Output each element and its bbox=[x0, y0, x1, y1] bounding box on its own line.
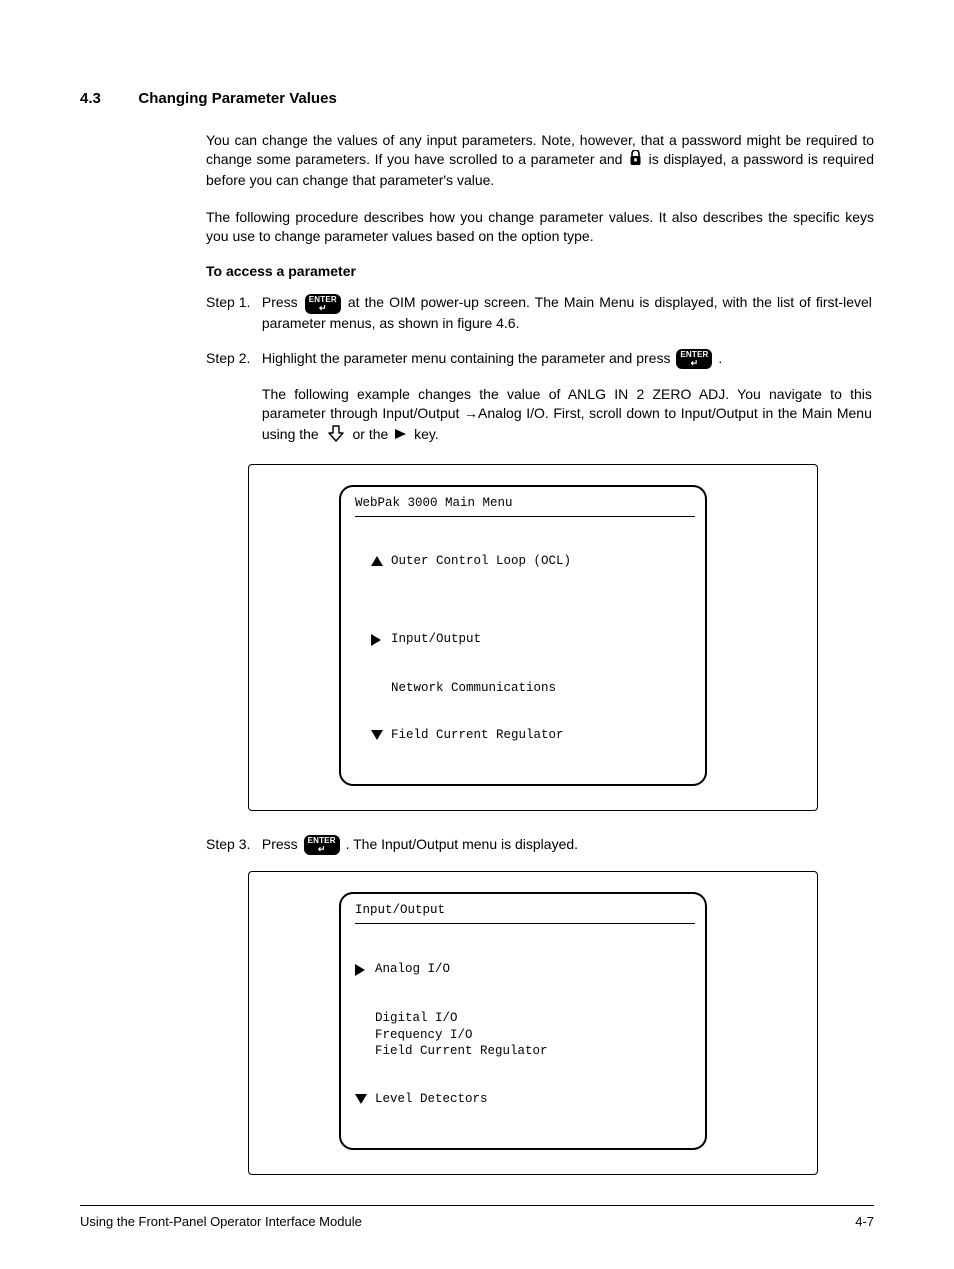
footer-left: Using the Front-Panel Operator Interface… bbox=[80, 1214, 362, 1229]
step1-text-b: at the OIM power-up screen. The Main Men… bbox=[262, 294, 872, 330]
screen1-line-1: Input/Output bbox=[371, 600, 695, 680]
screen2-line-4: Level Detectors bbox=[355, 1060, 695, 1138]
screen2-title: Input/Output bbox=[355, 902, 695, 924]
step1-label: Step 1. bbox=[206, 293, 258, 312]
section-number: 4.3 bbox=[80, 90, 101, 107]
down-triangle-icon bbox=[355, 1060, 375, 1138]
right-triangle-icon bbox=[371, 600, 391, 680]
enter-key-icon: ENTER ↵ bbox=[676, 349, 712, 369]
screen1-line-0: Outer Control Loop (OCL) bbox=[371, 523, 695, 601]
step-1: Step 1. Press ENTER ↵ at the OIM power-u… bbox=[206, 293, 874, 332]
para3-text-b: or the bbox=[353, 426, 393, 442]
screen2-line-2: Frequency I/O bbox=[355, 1027, 695, 1044]
screen2-line-1: Digital I/O bbox=[355, 1010, 695, 1027]
screen1-line-2: Network Communications bbox=[371, 680, 695, 697]
step3-text-b: . The Input/Output menu is displayed. bbox=[346, 836, 578, 852]
step1-text-a: Press bbox=[262, 294, 303, 310]
paragraph-3: The following example changes the value … bbox=[206, 385, 874, 448]
down-triangle-icon bbox=[371, 696, 391, 774]
screen-io-menu: Input/Output Analog I/O Digital I/O Freq… bbox=[339, 892, 707, 1150]
right-arrow-icon bbox=[394, 426, 408, 445]
screen1-title: WebPak 3000 Main Menu bbox=[355, 495, 695, 517]
enter-key-icon: ENTER ↵ bbox=[304, 835, 340, 855]
section-title: Changing Parameter Values bbox=[138, 90, 336, 107]
subheader-access-param: To access a parameter bbox=[206, 263, 874, 279]
screen1-line-3: Field Current Regulator bbox=[371, 696, 695, 774]
lock-icon bbox=[629, 150, 642, 171]
step2-label: Step 2. bbox=[206, 349, 258, 368]
step3-text-a: Press bbox=[262, 836, 302, 852]
screen2-line-0: Analog I/O bbox=[355, 930, 695, 1010]
step2-text-b: . bbox=[718, 350, 722, 366]
paragraph-2: The following procedure describes how yo… bbox=[206, 208, 874, 246]
para3-text-c: key. bbox=[414, 426, 439, 442]
step-2: Step 2. Highlight the parameter menu con… bbox=[206, 349, 874, 369]
step-3: Step 3. Press ENTER ↵ . The Input/Output… bbox=[206, 835, 874, 855]
down-arrow-key-icon bbox=[325, 423, 347, 448]
screen2-line-3: Field Current Regulator bbox=[355, 1043, 695, 1060]
up-triangle-icon bbox=[371, 523, 391, 601]
step2-text-a: Highlight the parameter menu containing … bbox=[262, 350, 674, 366]
right-triangle-icon bbox=[355, 930, 375, 1010]
step3-label: Step 3. bbox=[206, 835, 258, 854]
footer-rule bbox=[80, 1205, 874, 1206]
section-heading: 4.3 Changing Parameter Values bbox=[80, 90, 874, 107]
page-footer: Using the Front-Panel Operator Interface… bbox=[80, 1214, 874, 1229]
paragraph-1: You can change the values of any input p… bbox=[206, 131, 874, 190]
screen-main-menu: WebPak 3000 Main Menu Outer Control Loop… bbox=[339, 485, 707, 786]
screen-panel-io-menu: Input/Output Analog I/O Digital I/O Freq… bbox=[248, 871, 818, 1175]
footer-right: 4-7 bbox=[855, 1214, 874, 1229]
enter-key-icon: ENTER ↵ bbox=[305, 294, 341, 314]
page: 4.3 Changing Parameter Values You can ch… bbox=[0, 0, 954, 1269]
screen-panel-main-menu: WebPak 3000 Main Menu Outer Control Loop… bbox=[248, 464, 818, 811]
